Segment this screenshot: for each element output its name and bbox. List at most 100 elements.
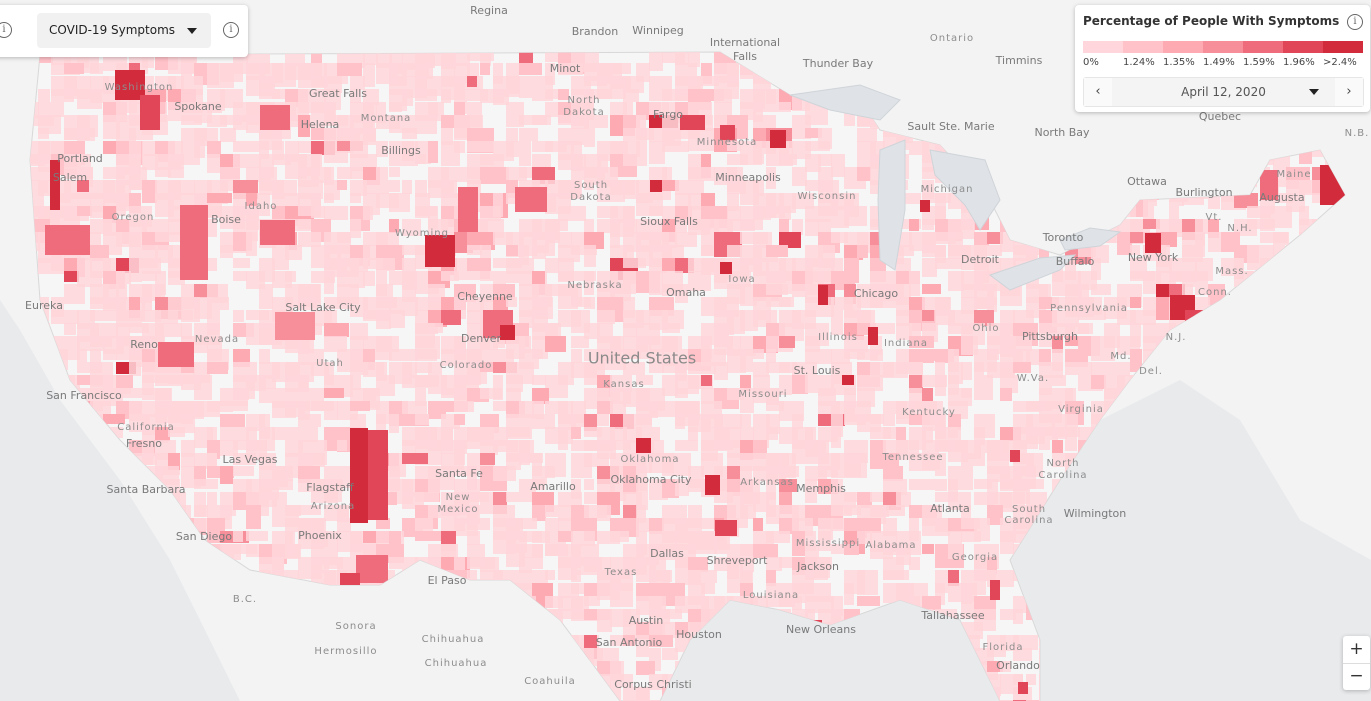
city-label: Spokane bbox=[174, 100, 222, 113]
county bbox=[220, 63, 243, 82]
county bbox=[493, 193, 503, 217]
county bbox=[662, 284, 675, 296]
county bbox=[233, 531, 243, 542]
county bbox=[233, 466, 254, 476]
county bbox=[356, 555, 388, 583]
county bbox=[766, 557, 782, 571]
county bbox=[974, 479, 992, 489]
county bbox=[948, 544, 963, 559]
county bbox=[233, 453, 256, 465]
county bbox=[532, 414, 555, 429]
county bbox=[896, 258, 911, 272]
county bbox=[1039, 440, 1050, 450]
county bbox=[766, 362, 790, 373]
county bbox=[298, 414, 321, 427]
county bbox=[740, 414, 751, 427]
county bbox=[480, 388, 502, 399]
region-label: Vt. bbox=[1206, 212, 1223, 223]
county bbox=[194, 505, 208, 517]
region-label: Mass. bbox=[1215, 266, 1248, 277]
county bbox=[909, 271, 920, 296]
county bbox=[818, 557, 832, 569]
county bbox=[1208, 193, 1220, 209]
city-label: North Bay bbox=[1034, 126, 1090, 139]
county bbox=[571, 479, 581, 499]
county bbox=[1065, 427, 1077, 451]
region-label: Nevada bbox=[195, 334, 239, 345]
county bbox=[571, 284, 582, 306]
next-date-button[interactable]: › bbox=[1335, 78, 1363, 106]
county bbox=[311, 531, 328, 547]
county bbox=[870, 492, 885, 502]
county bbox=[298, 427, 318, 442]
county bbox=[770, 130, 786, 148]
county bbox=[116, 180, 131, 195]
county bbox=[623, 479, 638, 494]
county bbox=[506, 63, 519, 76]
county bbox=[1234, 258, 1244, 279]
county bbox=[1039, 245, 1049, 258]
county bbox=[1145, 233, 1161, 253]
county bbox=[337, 505, 349, 522]
county bbox=[1195, 219, 1211, 234]
county bbox=[584, 115, 608, 128]
layer-dropdown[interactable]: COVID-19 Symptoms bbox=[37, 13, 211, 48]
county bbox=[103, 219, 119, 236]
county bbox=[1000, 323, 1010, 348]
county bbox=[142, 258, 161, 274]
zoom-in-button[interactable]: + bbox=[1343, 636, 1370, 664]
county bbox=[675, 180, 704, 195]
county bbox=[532, 167, 555, 184]
county bbox=[766, 388, 779, 405]
county bbox=[545, 466, 555, 478]
region-label: North bbox=[1047, 458, 1080, 469]
county bbox=[675, 440, 698, 451]
region-label: Wisconsin bbox=[798, 191, 857, 202]
county bbox=[259, 388, 272, 403]
county bbox=[662, 453, 691, 476]
prev-date-button[interactable]: ‹ bbox=[1084, 78, 1112, 106]
legend-info-button[interactable]: i bbox=[1347, 14, 1363, 30]
county bbox=[441, 271, 459, 281]
county bbox=[1208, 219, 1219, 238]
county bbox=[506, 297, 517, 307]
county bbox=[350, 349, 367, 362]
county bbox=[207, 258, 217, 271]
date-dropdown[interactable]: April 12, 2020 bbox=[1112, 78, 1335, 106]
county bbox=[688, 557, 708, 572]
region-label: Utah bbox=[316, 358, 344, 369]
info-button[interactable]: i bbox=[0, 22, 12, 38]
county bbox=[493, 375, 503, 400]
county bbox=[415, 89, 437, 101]
region-label: Dakota bbox=[563, 107, 604, 118]
county bbox=[753, 102, 763, 122]
county bbox=[1065, 362, 1092, 375]
county bbox=[532, 544, 543, 569]
county bbox=[1182, 284, 1193, 295]
county bbox=[168, 453, 180, 470]
layer-info-button[interactable]: i bbox=[223, 22, 239, 38]
county bbox=[857, 128, 877, 142]
county bbox=[558, 245, 580, 262]
county bbox=[298, 206, 315, 216]
county bbox=[519, 245, 529, 265]
county bbox=[987, 557, 997, 574]
county bbox=[324, 362, 334, 385]
county bbox=[766, 531, 790, 543]
zoom-out-button[interactable]: − bbox=[1349, 666, 1364, 686]
county bbox=[425, 235, 455, 267]
county bbox=[675, 284, 688, 303]
county bbox=[467, 310, 483, 324]
county bbox=[116, 284, 127, 300]
county bbox=[1026, 245, 1038, 258]
county bbox=[350, 180, 367, 196]
county bbox=[454, 102, 465, 115]
county bbox=[987, 297, 997, 312]
county bbox=[649, 401, 662, 417]
county bbox=[324, 193, 334, 203]
county bbox=[1039, 349, 1051, 366]
county bbox=[363, 271, 375, 286]
city-label: Denver bbox=[461, 332, 501, 345]
county bbox=[64, 323, 76, 335]
